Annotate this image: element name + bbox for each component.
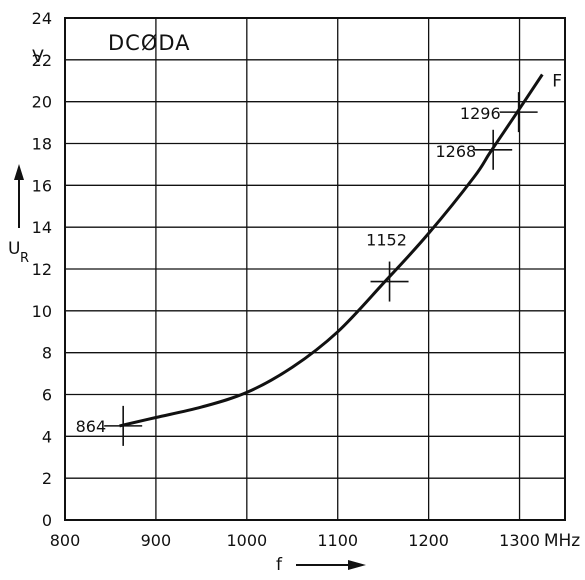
x-tick-label: 1300 — [499, 531, 540, 550]
x-tick-label: 1000 — [226, 531, 267, 550]
x-tick-label: 900 — [141, 531, 172, 550]
marker-label: 864 — [76, 417, 107, 436]
tick-labels: 800 900 1000 1100 1200 1300024681012141618202… — [32, 9, 540, 550]
x-axis-label: f — [276, 555, 366, 575]
marker-label: 1296 — [460, 104, 501, 123]
y-tick-label: 18 — [32, 135, 52, 154]
series-label: F — [552, 71, 562, 91]
x-tick-label: 1200 — [408, 531, 449, 550]
x-unit-label: MHz — [544, 531, 580, 551]
grid — [64, 17, 565, 521]
marker-864: 864 — [76, 405, 143, 446]
series-line-F — [119, 73, 544, 428]
y-axis-label-main: U — [8, 239, 20, 259]
plot-frame — [64, 17, 566, 521]
y-axis-label: U R — [8, 164, 29, 266]
y-tick-label: 6 — [42, 386, 52, 405]
y-tick-label: 22 — [32, 51, 52, 70]
marker-1296: 1296 — [460, 92, 538, 133]
y-tick-label: 8 — [42, 344, 52, 363]
x-axis-label-main: f — [276, 555, 283, 575]
markers: 864 1152 1268 1296 — [76, 92, 538, 446]
y-tick-label: 12 — [32, 260, 52, 279]
chart-title: DCØDA — [108, 31, 191, 55]
y-tick-label: 2 — [42, 469, 52, 488]
y-tick-label: 10 — [32, 302, 52, 321]
y-tick-label: 16 — [32, 176, 52, 195]
x-tick-label: 800 — [50, 531, 81, 550]
y-axis-label-subscript: R — [20, 251, 29, 266]
marker-label: 1268 — [435, 142, 476, 161]
x-axis-arrowhead — [348, 560, 366, 570]
y-tick-label: 0 — [42, 511, 52, 530]
y-tick-label: 14 — [32, 218, 52, 237]
y-tick-label: 24 — [32, 9, 52, 28]
y-unit-label: V — [32, 47, 44, 67]
y-tick-label: 20 — [32, 93, 52, 112]
y-tick-label: 4 — [42, 427, 52, 446]
y-axis-arrowhead — [14, 164, 24, 180]
marker-label: 1152 — [366, 231, 407, 250]
x-tick-label: 1100 — [317, 531, 358, 550]
marker-1268: 1268 — [435, 129, 513, 170]
marker-1152: 1152 — [366, 231, 409, 302]
